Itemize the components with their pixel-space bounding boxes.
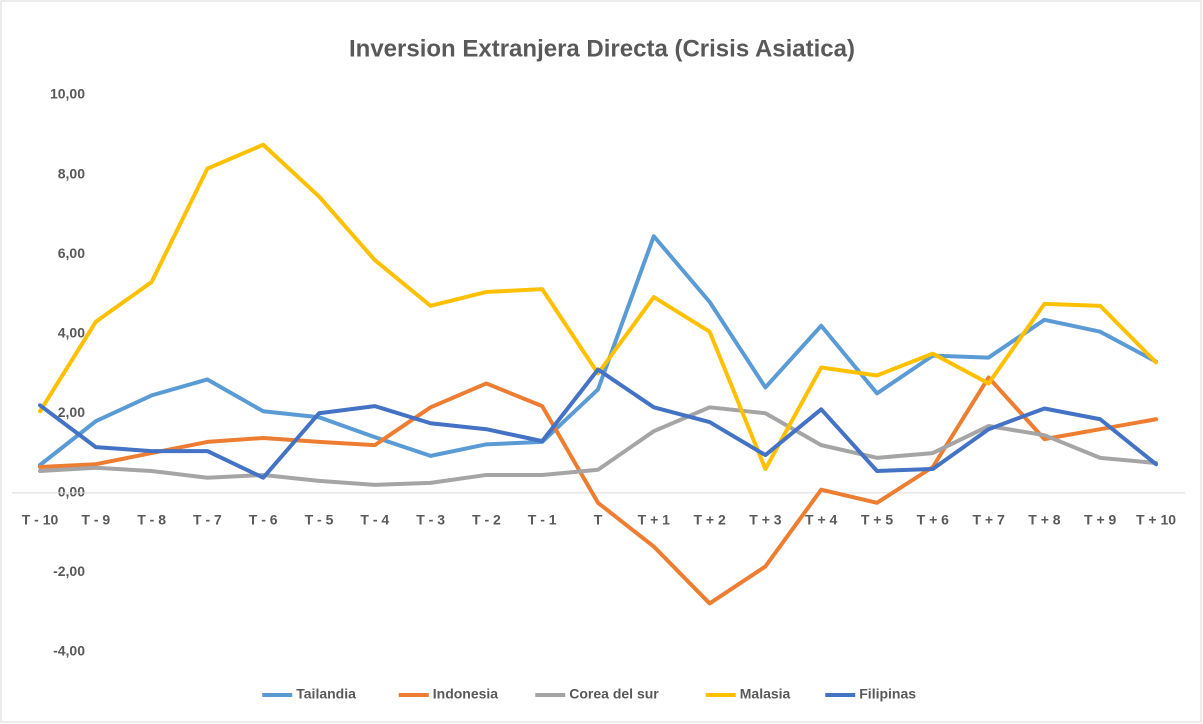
y-tick-label: 4,00 bbox=[58, 324, 85, 340]
x-tick-label: T - 9 bbox=[81, 512, 110, 528]
series-line bbox=[38, 375, 1158, 606]
legend-label: Indonesia bbox=[433, 686, 499, 702]
y-tick-label: 10,00 bbox=[50, 86, 85, 102]
x-tick-label: T - 7 bbox=[193, 512, 222, 528]
series-line bbox=[38, 142, 1158, 471]
y-tick-label: -2,00 bbox=[53, 563, 85, 579]
x-tick-label: T - 5 bbox=[305, 512, 334, 528]
x-tick-label: T - 2 bbox=[472, 512, 501, 528]
y-tick-label: 0,00 bbox=[58, 484, 85, 500]
legend-label: Malasia bbox=[740, 686, 791, 702]
x-tick-label: T + 1 bbox=[638, 512, 671, 528]
x-tick-label: T + 10 bbox=[1136, 512, 1176, 528]
y-tick-label: 6,00 bbox=[58, 245, 85, 261]
chart-title: Inversion Extranjera Directa (Crisis Asi… bbox=[349, 35, 855, 62]
x-tick-label: T + 8 bbox=[1028, 512, 1061, 528]
x-tick-label: T + 5 bbox=[861, 512, 894, 528]
x-tick-label: T - 3 bbox=[416, 512, 445, 528]
x-tick-label: T + 7 bbox=[972, 512, 1005, 528]
x-tick-label: T - 6 bbox=[249, 512, 278, 528]
x-tick-label: T - 10 bbox=[22, 512, 59, 528]
y-tick-label: -4,00 bbox=[53, 643, 85, 659]
x-tick-label: T - 4 bbox=[360, 512, 389, 528]
y-tick-label: 8,00 bbox=[58, 165, 85, 181]
x-tick-label: T + 2 bbox=[693, 512, 726, 528]
y-tick-label: 2,00 bbox=[58, 404, 85, 420]
x-tick-label: T + 6 bbox=[917, 512, 950, 528]
x-tick-label: T + 4 bbox=[805, 512, 838, 528]
x-tick-label: T + 3 bbox=[749, 512, 782, 528]
x-tick-label: T - 1 bbox=[528, 512, 557, 528]
x-tick-label: T + 9 bbox=[1084, 512, 1117, 528]
series-line bbox=[38, 367, 1158, 480]
series-line bbox=[38, 234, 1158, 468]
series-line bbox=[38, 405, 1158, 487]
legend-label: Tailandia bbox=[296, 686, 356, 702]
legend-label: Corea del sur bbox=[569, 686, 659, 702]
x-tick-label: T bbox=[594, 512, 603, 528]
legend-label: Filipinas bbox=[859, 686, 916, 702]
x-tick-label: T - 8 bbox=[137, 512, 166, 528]
